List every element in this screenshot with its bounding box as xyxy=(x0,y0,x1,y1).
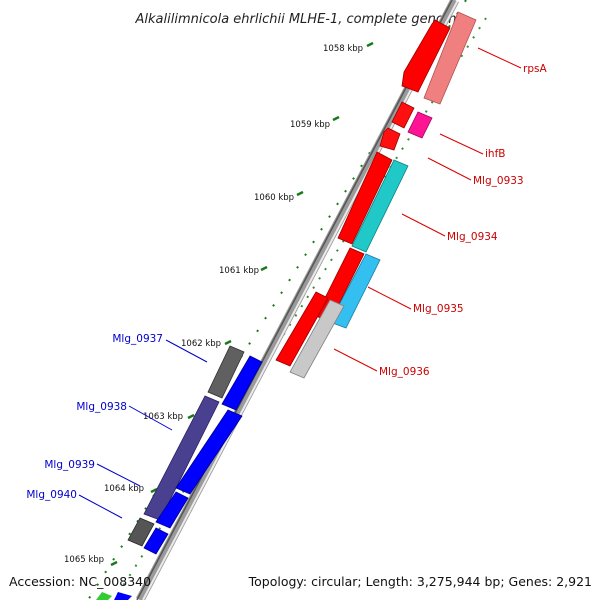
gene-Mlg_0939[interactable] xyxy=(155,491,189,529)
label-ihfB[interactable]: ihfB xyxy=(485,148,505,160)
accession-text: Accession: NC_008340 xyxy=(9,574,151,589)
gene-Mlg_0934-red[interactable] xyxy=(337,151,393,245)
gene-Mlg_0934[interactable] xyxy=(351,159,409,253)
label-rpsA[interactable]: rpsA xyxy=(523,63,547,75)
kbp-label-1061: 1061 kbp xyxy=(219,266,259,276)
gene-Mlg_0940[interactable] xyxy=(127,517,155,547)
forward-genes xyxy=(275,11,477,379)
gene-Mlg_0940-blue[interactable] xyxy=(143,527,169,555)
gene-Mlg_0937-blue[interactable] xyxy=(221,355,263,411)
reverse-genes xyxy=(96,345,263,600)
label-Mlg_0934[interactable]: Mlg_0934 xyxy=(447,231,498,243)
gene-rpsA-inner[interactable] xyxy=(401,19,451,93)
label-Mlg_0938[interactable]: Mlg_0938 xyxy=(76,401,127,413)
label-Mlg_0940[interactable]: Mlg_0940 xyxy=(26,489,77,501)
label-Mlg_0935[interactable]: Mlg_0935 xyxy=(413,303,464,315)
kbp-label-1063: 1063 kbp xyxy=(143,412,183,422)
gene-ihfB-inner[interactable] xyxy=(391,101,415,129)
kbp-label-1058: 1058 kbp xyxy=(323,44,363,54)
kbp-label-1065: 1065 kbp xyxy=(64,555,104,565)
map-title: Alkalilimnicola ehrlichii MLHE-1, comple… xyxy=(135,12,465,27)
gene-Mlg_0933[interactable] xyxy=(379,127,401,151)
kbp-label-1064: 1064 kbp xyxy=(104,484,144,494)
gene-Mlg_0938-blue[interactable] xyxy=(175,409,243,495)
kbp-label-1062: 1062 kbp xyxy=(181,339,221,349)
label-Mlg_0939[interactable]: Mlg_0939 xyxy=(44,459,95,471)
gene-next-green[interactable] xyxy=(96,592,112,600)
topology-text: Topology: circular; Length: 3,275,944 bp… xyxy=(248,574,592,589)
gene-rpsA-outer[interactable] xyxy=(423,11,477,105)
kbp-label-1060: 1060 kbp xyxy=(254,193,294,203)
kbp-label-1059: 1059 kbp xyxy=(290,120,330,130)
gene-Mlg_0936[interactable] xyxy=(289,299,345,379)
gene-labels: rpsA ihfB Mlg_0933 Mlg_0934 Mlg_0935 Mlg… xyxy=(26,63,547,501)
gene-Mlg_0936-red[interactable] xyxy=(275,291,329,367)
label-Mlg_0936[interactable]: Mlg_0936 xyxy=(379,366,430,378)
gene-ihfB[interactable] xyxy=(407,111,433,139)
reverse-leaders xyxy=(78,339,208,519)
label-Mlg_0933[interactable]: Mlg_0933 xyxy=(473,175,524,187)
scale-ticks xyxy=(110,41,374,567)
forward-leaders xyxy=(333,47,522,372)
gene-Mlg_0937[interactable] xyxy=(207,345,245,399)
scale-labels: 1058 kbp 1059 kbp 1060 kbp 1061 kbp 1062… xyxy=(64,44,363,565)
gene-next-blue[interactable] xyxy=(114,592,132,600)
label-Mlg_0937[interactable]: Mlg_0937 xyxy=(112,333,163,345)
genome-backbone xyxy=(136,0,459,600)
